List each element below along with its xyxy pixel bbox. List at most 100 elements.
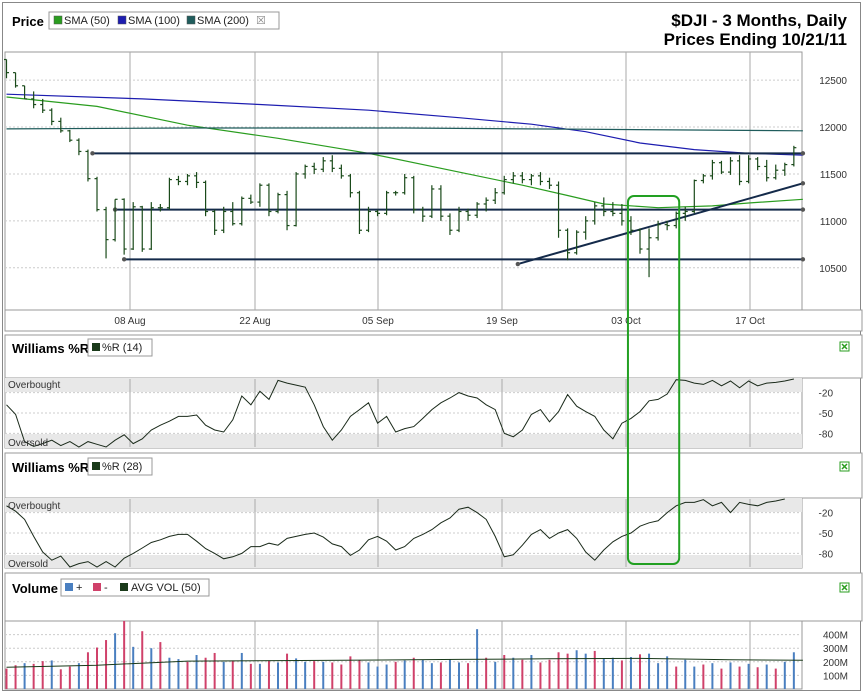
legend-volume-up[interactable]: + — [65, 582, 82, 594]
sma-line-0 — [6, 96, 803, 209]
price-panel: 12500 12000 11500 11000 10500 08 Aug 22 Aug 05… — [4, 11, 863, 332]
williams14-y-tick-labels: -20 -50 -80 — [819, 389, 834, 441]
price-bar — [175, 175, 181, 186]
chart-title: $DJI - 3 Months, Daily — [671, 11, 847, 30]
legend-avg-vol-label: AVG VOL (50) — [131, 582, 201, 594]
price-bar — [266, 183, 272, 217]
legend-close-icon[interactable]: ☒ — [256, 15, 266, 27]
price-bar — [537, 172, 543, 186]
price-y-tick-labels: 12500 12000 11500 11000 10500 — [819, 76, 847, 275]
williams14-panel: -20 -50 -80 Overbought Oversold Williams %… — [4, 334, 863, 449]
sma-line-1 — [6, 93, 803, 156]
price-bar — [583, 216, 589, 240]
price-bar — [393, 190, 399, 196]
williams14-close-button[interactable] — [839, 341, 850, 352]
legend-sma100[interactable]: SMA (100) — [117, 15, 180, 27]
price-bar — [420, 206, 426, 222]
price-bar — [203, 180, 209, 217]
volume-title: Volume — [12, 581, 58, 596]
price-bar — [212, 209, 218, 235]
price-bar — [293, 172, 299, 227]
williams28-panel: -20 -50 -80 Overbought Oversold Williams %… — [4, 452, 863, 570]
williams14-title: Williams %R — [12, 341, 90, 356]
price-bar — [139, 205, 145, 252]
legend-volume-up-swatch — [65, 583, 73, 591]
price-bar — [646, 228, 652, 278]
price-x-tick-1: 22 Aug — [239, 316, 270, 327]
price-bar — [619, 203, 625, 226]
legend-sma100-label: SMA (100) — [128, 15, 180, 27]
price-bar — [402, 173, 408, 195]
price-bar — [483, 197, 489, 212]
legend-sma100-swatch — [117, 15, 127, 25]
price-bar — [248, 194, 254, 204]
williams14-oversold-zone — [5, 434, 802, 448]
chart-subtitle: Prices Ending 10/21/11 — [664, 30, 847, 49]
price-bar — [746, 155, 752, 184]
price-bar — [13, 72, 19, 88]
price-panel-title: Price — [12, 14, 44, 29]
williams14-overbought-label: Overbought — [8, 380, 60, 391]
price-bar — [510, 172, 516, 184]
legend-williams14[interactable]: %R (14) — [92, 342, 142, 354]
price-date-axis-strip — [4, 309, 863, 332]
price-bar — [338, 164, 344, 179]
price-bar — [40, 98, 46, 113]
price-bar — [574, 230, 580, 255]
price-y-tick-4: 10500 — [819, 264, 847, 275]
legend-williams28[interactable]: %R (28) — [92, 461, 142, 473]
sma-line-2 — [6, 127, 803, 132]
price-x-tick-0: 08 Aug — [114, 316, 145, 327]
price-bar — [320, 157, 326, 173]
williams28-y-tick-1: -50 — [819, 529, 834, 540]
price-bar — [67, 129, 73, 143]
volume-close-button[interactable] — [839, 582, 850, 593]
price-bar — [655, 220, 661, 241]
legend-sma50[interactable]: SMA (50) — [53, 15, 110, 27]
price-bar — [275, 192, 281, 214]
price-x-tick-5: 17 Oct — [735, 316, 765, 327]
price-bar — [31, 91, 37, 109]
williams14-line — [6, 378, 795, 448]
price-bar — [76, 138, 82, 156]
legend-avg-vol-swatch — [120, 583, 128, 591]
legend-williams28-label: %R (28) — [102, 461, 142, 473]
price-bar — [528, 173, 534, 186]
price-bar — [565, 228, 571, 261]
price-bar — [755, 157, 761, 171]
legend-williams14-swatch — [92, 343, 100, 351]
volume-y-tick-1: 300M — [823, 644, 848, 655]
price-y-tick-2: 11500 — [820, 170, 848, 181]
trendline-3 — [517, 182, 804, 265]
williams28-oversold-zone — [5, 555, 802, 568]
legend-sma200-label: SMA (200) — [197, 15, 249, 27]
price-bar — [447, 213, 453, 235]
price-bar — [4, 58, 9, 79]
williams28-title: Williams %R — [12, 460, 90, 475]
close-icon — [841, 584, 848, 591]
williams28-close-button[interactable] — [839, 461, 850, 472]
legend-williams28-swatch — [92, 462, 100, 470]
williams28-y-tick-labels: -20 -50 -80 — [819, 509, 834, 561]
legend-volume-down[interactable]: - — [93, 582, 108, 594]
price-bar — [347, 173, 353, 198]
price-y-tick-1: 12000 — [819, 123, 847, 134]
price-bar — [700, 173, 706, 184]
price-bar — [718, 160, 724, 174]
williams14-y-tick-1: -50 — [819, 409, 834, 420]
price-bar — [103, 206, 109, 259]
volume-bars — [5, 621, 795, 689]
price-bar — [257, 183, 263, 207]
price-bar — [728, 157, 733, 175]
price-bar — [501, 175, 507, 195]
price-bar — [166, 177, 172, 210]
legend-sma200[interactable]: SMA (200) — [186, 15, 249, 27]
price-bar — [492, 188, 498, 204]
price-bar — [366, 206, 371, 233]
legend-avg-vol[interactable]: AVG VOL (50) — [120, 582, 201, 594]
price-x-tick-2: 05 Sep — [362, 316, 394, 327]
price-bar — [302, 164, 308, 179]
price-bar — [85, 149, 91, 182]
volume-y-tick-3: 100M — [823, 671, 848, 682]
